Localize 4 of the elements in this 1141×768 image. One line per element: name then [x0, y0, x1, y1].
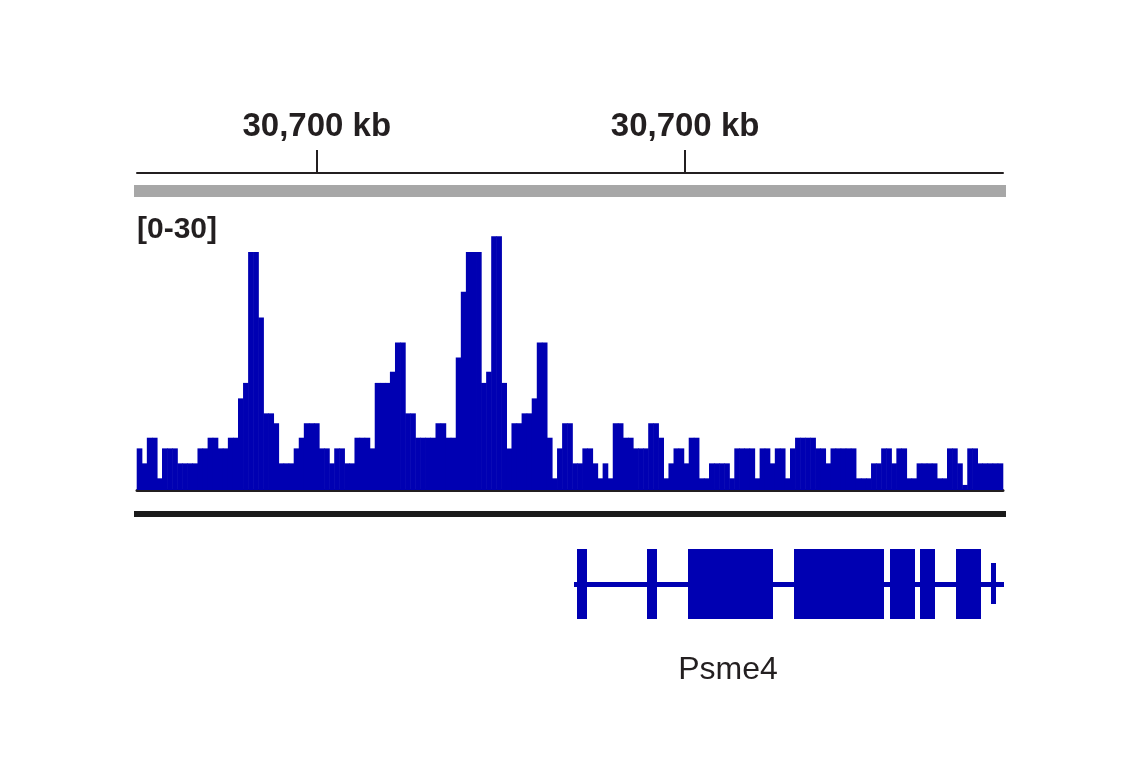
x-tick-label: 30,700 kb — [610, 106, 760, 143]
y-axis-title: [0-30] — [137, 210, 218, 244]
x-tick-label: 30,700 kb — [242, 106, 392, 143]
text: Psme4 — [678, 650, 778, 686]
